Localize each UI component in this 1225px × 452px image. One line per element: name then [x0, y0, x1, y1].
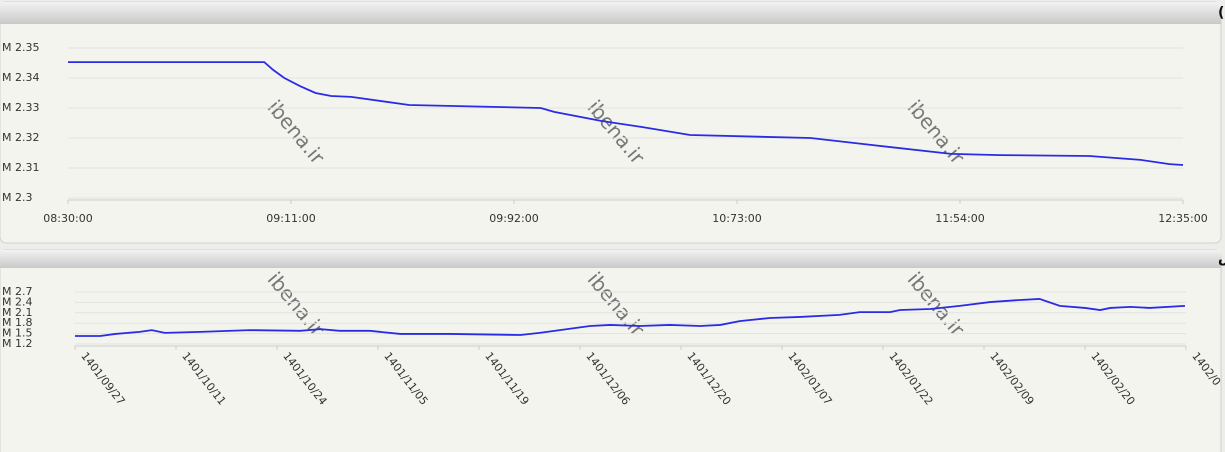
y-tick-label: M 2.4	[2, 295, 32, 308]
y-tick-label: M 2.7	[2, 285, 32, 298]
y-tick-label: M 1.2	[2, 337, 32, 350]
x-tick-label: 11:54:00	[935, 212, 984, 225]
panel-header	[0, 250, 1221, 268]
y-tick-label: M 2.32	[2, 131, 39, 144]
y-tick-label: M 2.3	[2, 191, 32, 204]
y-tick-label: M 2.34	[2, 71, 39, 84]
y-tick-label: M 1.5	[2, 327, 32, 340]
chart-title: شاخص کل (آخرین روز معاملاتی)	[1218, 3, 1225, 21]
y-tick-label: M 2.1	[2, 306, 32, 319]
x-tick-label: 10:73:00	[712, 212, 761, 225]
line-series	[68, 61, 1184, 166]
x-tick-label: 08:30:00	[43, 212, 92, 225]
y-tick-label: M 2.33	[2, 101, 39, 114]
panel-header	[0, 2, 1221, 24]
x-tick-label: 09:11:00	[266, 212, 315, 225]
chart-title: نمودار شاخص	[1218, 250, 1225, 266]
x-tick-label: 12:35:00	[1158, 212, 1207, 225]
line-series	[75, 298, 1186, 337]
y-tick-label: M 1.8	[2, 316, 32, 329]
y-tick-label: M 2.31	[2, 161, 39, 174]
y-tick-label: M 2.35	[2, 41, 39, 54]
x-tick-label: 09:92:00	[489, 212, 538, 225]
